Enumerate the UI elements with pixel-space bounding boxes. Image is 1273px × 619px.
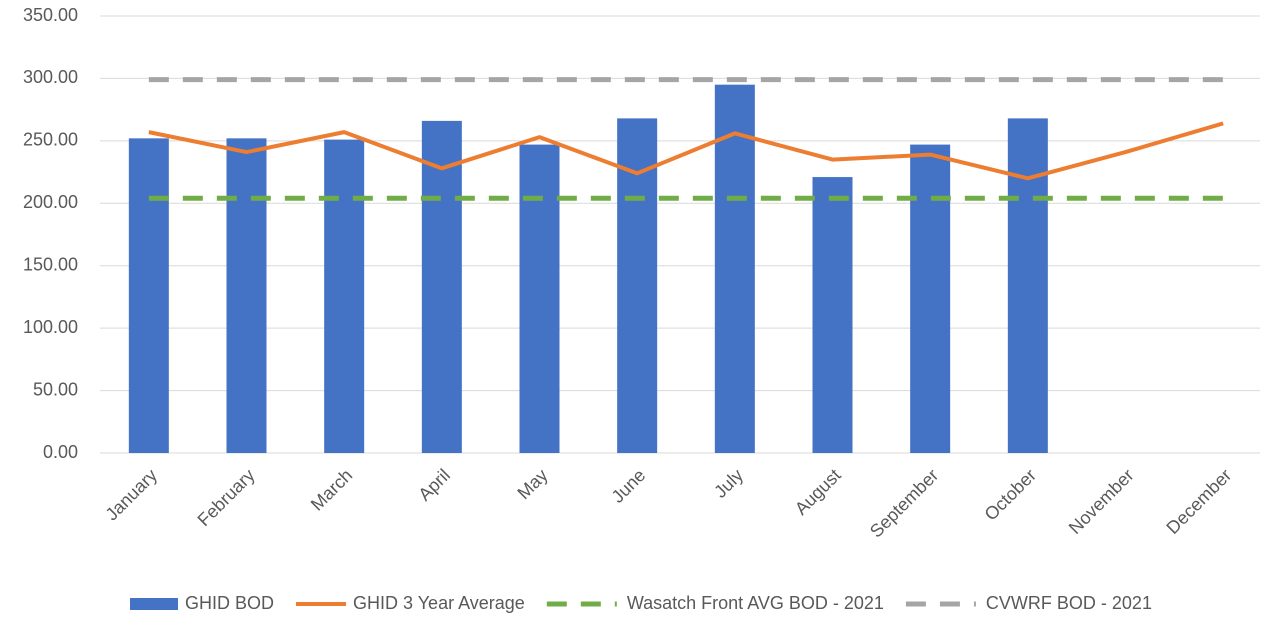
x-tick-label: November <box>1065 465 1138 538</box>
y-tick-label: 0.00 <box>43 442 78 462</box>
bar <box>421 120 462 453</box>
x-tick-label: September <box>866 465 942 541</box>
y-tick-label: 350.00 <box>23 5 78 25</box>
x-tick-label: May <box>513 465 551 503</box>
legend-label: CVWRF BOD - 2021 <box>986 593 1152 613</box>
bar <box>910 144 951 454</box>
x-tick-label: August <box>791 465 845 519</box>
x-tick-label: July <box>710 465 747 502</box>
x-tick-label: January <box>102 465 161 524</box>
legend-swatch <box>130 598 178 610</box>
x-tick-label: February <box>194 465 259 530</box>
x-tick-label: March <box>307 465 357 515</box>
bar <box>519 144 560 454</box>
legend-label: Wasatch Front AVG BOD - 2021 <box>627 593 884 613</box>
x-tick-label: June <box>608 465 650 507</box>
bar <box>812 177 853 453</box>
y-tick-label: 50.00 <box>33 379 78 399</box>
bar <box>1007 118 1048 453</box>
y-tick-label: 250.00 <box>23 130 78 150</box>
x-tick-label: April <box>414 465 454 505</box>
y-tick-label: 300.00 <box>23 67 78 87</box>
x-tick-label: December <box>1162 465 1235 538</box>
y-tick-label: 200.00 <box>23 192 78 212</box>
bar <box>226 138 267 454</box>
line <box>148 121 1224 181</box>
bar <box>128 138 169 454</box>
y-tick-label: 150.00 <box>23 254 78 274</box>
bar <box>324 139 365 453</box>
bar <box>714 84 755 454</box>
y-tick-label: 100.00 <box>23 317 78 337</box>
legend-label: GHID 3 Year Average <box>353 593 525 613</box>
x-tick-label: October <box>981 465 1040 524</box>
legend-label: GHID BOD <box>185 593 274 613</box>
